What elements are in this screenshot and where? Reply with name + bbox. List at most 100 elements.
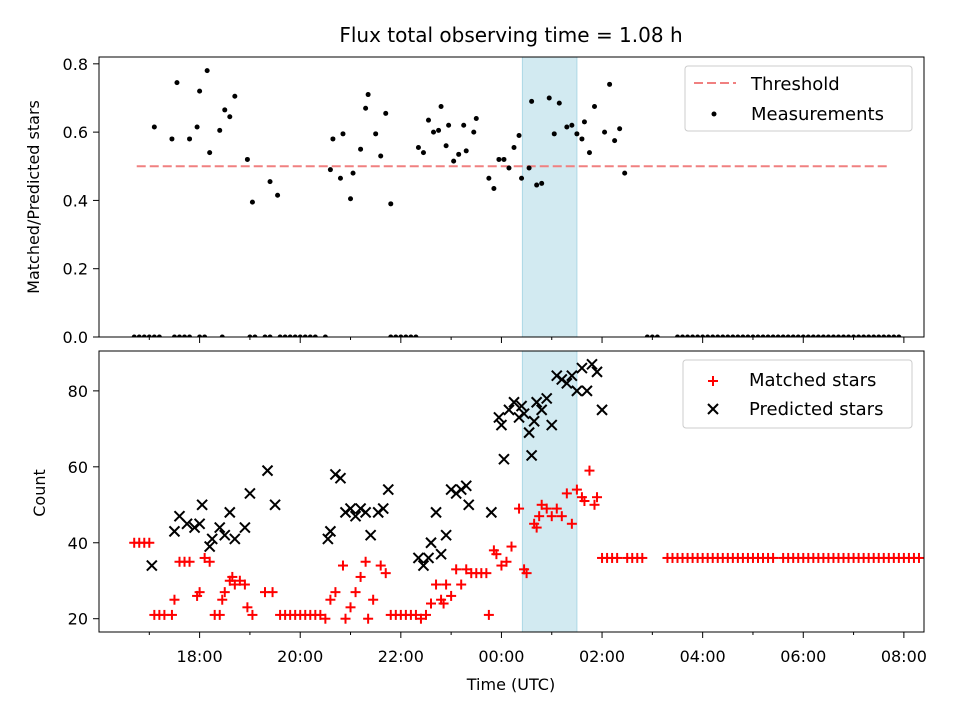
measurement-point: [456, 151, 462, 157]
matched-point: [345, 602, 356, 613]
predicted-point: [485, 506, 498, 519]
predicted-legend-x: [707, 403, 719, 415]
measurement-point: [471, 129, 477, 135]
predicted-point: [515, 400, 528, 412]
measurement-point: [740, 334, 746, 337]
x-tick-label: 04:00: [680, 647, 726, 666]
matched-point: [551, 503, 562, 514]
measurement-point: [358, 146, 364, 152]
matched-point: [561, 488, 572, 499]
measurement-point: [461, 122, 467, 128]
measurement-point: [519, 175, 525, 181]
measurement-point: [700, 334, 706, 337]
measurement-point: [506, 165, 512, 171]
measurement-point: [720, 334, 726, 337]
predicted-point: [561, 377, 573, 389]
measurement-point: [297, 334, 303, 337]
count-panel-frame: [98, 350, 925, 633]
matched-point: [214, 609, 225, 620]
predicted-point: [518, 407, 530, 420]
measurement-point: [393, 334, 399, 337]
matched-point: [456, 579, 467, 590]
predicted-point: [412, 552, 425, 564]
measurement-point: [725, 334, 731, 337]
matched-point: [501, 556, 512, 567]
measurement-point: [292, 334, 298, 337]
x-tick-label: 06:00: [780, 647, 826, 666]
measurement-point: [446, 122, 452, 128]
measurement-point: [388, 201, 394, 207]
predicted-point: [435, 548, 447, 560]
measurement-point: [795, 334, 801, 337]
measurement-point: [232, 93, 238, 99]
ratio-y-tick-label: 0.4: [63, 191, 88, 210]
matched-point: [592, 492, 603, 503]
matched-point: [363, 613, 374, 624]
predicted-legend-label: Predicted stars: [749, 399, 883, 420]
measurement-point: [896, 334, 902, 337]
measurement-point: [340, 131, 346, 137]
matched-point: [380, 568, 391, 579]
ratio-y-tick-label: 0.2: [63, 260, 88, 279]
measurement-point: [151, 334, 157, 337]
measurement-point: [473, 115, 479, 121]
matched-point: [446, 590, 457, 601]
matched-point: [431, 579, 442, 590]
measurement-point: [287, 334, 293, 337]
predicted-point: [576, 362, 588, 374]
matched-point: [337, 560, 348, 571]
measurement-point: [302, 334, 308, 337]
predicted-point: [322, 533, 334, 545]
measurement-point: [365, 92, 371, 98]
ratio-y-tick-label: 0.8: [63, 55, 88, 74]
matched-point: [496, 560, 507, 571]
measurement-point: [187, 136, 193, 142]
measurement-point: [436, 127, 442, 133]
ratio-y-axis: 0.0 0.2 0.4 0.6 0.8: [63, 55, 99, 347]
matched-point: [531, 522, 542, 533]
measurement-point: [765, 334, 771, 337]
matched-point: [534, 511, 545, 522]
predicted-point: [224, 506, 236, 519]
predicted-point: [168, 525, 181, 538]
measurement-point: [247, 334, 253, 337]
measurement-point: [790, 334, 796, 337]
measurement-point: [151, 124, 157, 130]
ratio-x-ticks: [148, 337, 905, 343]
measurement-point: [262, 334, 268, 337]
measurement-point: [871, 334, 877, 337]
predicted-point: [349, 510, 362, 522]
measurement-point: [327, 167, 333, 173]
measurement-point: [131, 334, 137, 337]
measurement-point: [197, 334, 203, 337]
x-tick-label: 00:00: [478, 647, 524, 666]
measurement-point: [556, 100, 562, 106]
matched-legend-marker: [708, 376, 718, 386]
measurement-point: [348, 196, 354, 202]
measurement-point: [373, 131, 379, 137]
measurement-point: [244, 156, 250, 162]
matched-point: [219, 587, 230, 598]
measurement-point: [322, 334, 328, 337]
matched-point: [514, 503, 525, 514]
predicted-point: [203, 540, 216, 553]
matched-point: [566, 518, 577, 529]
measurement-point: [187, 334, 193, 337]
measurement-point: [136, 334, 142, 337]
measurement-point: [194, 124, 200, 130]
measurement-point: [176, 334, 182, 337]
predicted-point: [214, 521, 226, 534]
measurement-point: [825, 334, 831, 337]
measurement-point: [815, 334, 821, 337]
predicted-point: [596, 404, 608, 416]
measurement-point: [425, 117, 431, 123]
ratio-y-axis-label: Matched/Predicted stars: [24, 100, 43, 294]
count-legend-box: [682, 359, 913, 429]
matched-point: [368, 594, 379, 605]
measurement-point: [612, 138, 618, 144]
count-x-axis: 18:00 20:00 22:00 00:00 02:00 04:00 06:00 08:00: [148, 632, 927, 666]
ratio-legend: Threshold Measurements: [684, 65, 913, 132]
measurement-point: [330, 136, 336, 142]
measurement-point: [586, 150, 592, 156]
predicted-point: [530, 396, 543, 408]
